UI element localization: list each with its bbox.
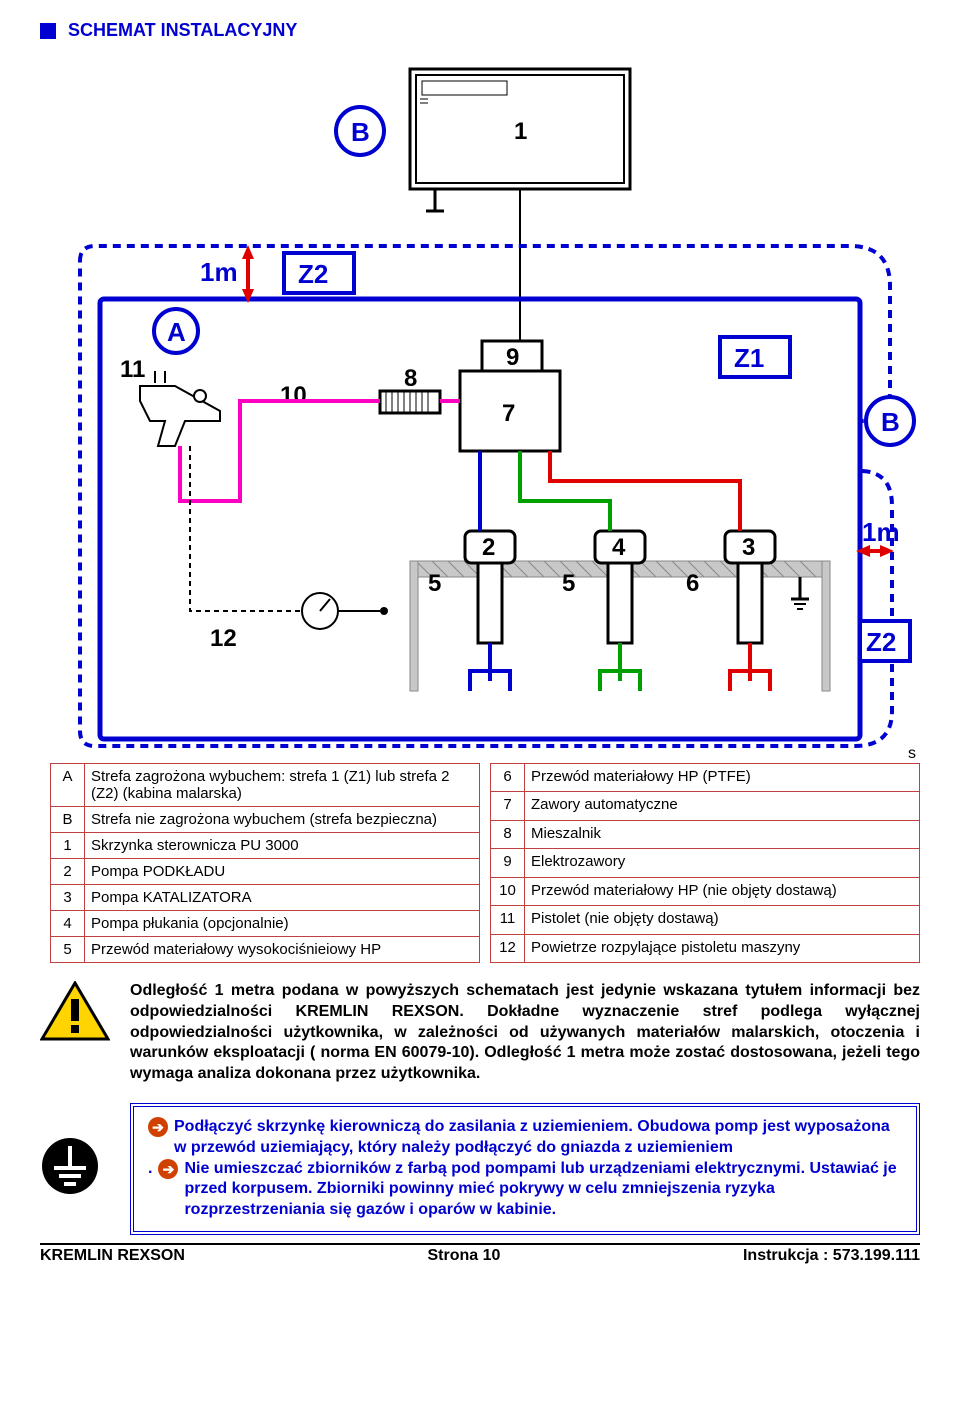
legend-desc: Pompa KATALIZATORA: [85, 885, 480, 911]
label-a: A: [167, 317, 186, 347]
label-12: 12: [210, 625, 237, 652]
label-6: 6: [686, 570, 699, 597]
arrow-bullet-icon: ➔: [148, 1117, 168, 1137]
legend-desc: Przewód materiałowy HP (PTFE): [525, 764, 920, 792]
ground-circle-icon: [40, 1136, 110, 1201]
label-2: 2: [482, 534, 495, 561]
section-header: SCHEMAT INSTALACYJNY: [40, 20, 920, 41]
legend-desc: Strefa zagrożona wybuchem: strefa 1 (Z1)…: [85, 764, 480, 807]
header-bullet-icon: [40, 23, 56, 39]
legend-desc: Powietrze rozpylające pistoletu maszyny: [525, 934, 920, 962]
label-3: 3: [742, 534, 755, 561]
legend-key: 6: [491, 764, 525, 792]
label-5a: 5: [428, 570, 441, 597]
info-box: ➔ Podłączyć skrzynkę kierowniczą do zasi…: [130, 1103, 920, 1235]
footer-right: Instrukcja : 573.199.111: [743, 1247, 920, 1265]
legend-key: 2: [51, 859, 85, 885]
legend-desc: Przewód materiałowy wysokociśnieiowy HP: [85, 937, 480, 963]
legend-table-right: 6Przewód materiałowy HP (PTFE)7Zawory au…: [490, 763, 920, 963]
label-11: 11: [120, 356, 145, 383]
label-10: 10: [280, 382, 307, 409]
legend-key: 5: [51, 937, 85, 963]
label-7: 7: [502, 400, 515, 427]
label-b-right: B: [881, 407, 900, 437]
legend-desc: Mieszalnik: [525, 820, 920, 848]
label-9: 9: [506, 344, 519, 371]
label-8: 8: [404, 365, 417, 392]
legend-table-left: AStrefa zagrożona wybuchem: strefa 1 (Z1…: [50, 763, 480, 963]
legend-key: 3: [51, 885, 85, 911]
legend-key: B: [51, 807, 85, 833]
legend-key: 12: [491, 934, 525, 962]
label-z1: Z1: [734, 343, 764, 373]
footer-center: Strona 10: [427, 1247, 500, 1265]
label-4: 4: [612, 534, 626, 561]
spray-gun-icon: [140, 371, 220, 446]
label-z2-right: Z2: [866, 627, 896, 657]
legend-desc: Przewód materiałowy HP (nie objęty dosta…: [525, 877, 920, 905]
label-1m-top: 1m: [200, 257, 238, 287]
legend-key: 1: [51, 833, 85, 859]
page-footer: KREMLIN REXSON Strona 10 Instrukcja : 57…: [40, 1243, 920, 1265]
header-title: SCHEMAT INSTALACYJNY: [68, 20, 297, 41]
label-1: 1: [514, 118, 527, 145]
legend-desc: Pistolet (nie objęty dostawą): [525, 906, 920, 934]
legend-desc: Pompa PODKŁADU: [85, 859, 480, 885]
footer-left: KREMLIN REXSON: [40, 1247, 185, 1265]
legend-key: 7: [491, 792, 525, 820]
label-b-top: B: [351, 117, 370, 147]
legend-desc: Strefa nie zagrożona wybuchem (strefa be…: [85, 807, 480, 833]
legend-key: A: [51, 764, 85, 807]
warning-triangle-icon: [40, 981, 110, 1048]
legend-key: 11: [491, 906, 525, 934]
legend-key: 9: [491, 849, 525, 877]
legend-tables: s AStrefa zagrożona wybuchem: strefa 1 (…: [40, 763, 920, 963]
info-dot: .: [148, 1159, 152, 1221]
info-text-2: Nie umieszczać zbiorników z farbą pod po…: [184, 1159, 902, 1221]
legend-desc: Pompa płukania (opcjonalnie): [85, 911, 480, 937]
warning-text: Odległość 1 metra podana w powyższych sc…: [130, 981, 920, 1085]
arrow-bullet-icon: ➔: [158, 1159, 178, 1179]
label-z2-top: Z2: [298, 259, 328, 289]
legend-desc: Elektrozawory: [525, 849, 920, 877]
legend-key: 4: [51, 911, 85, 937]
legend-desc: Skrzynka sterownicza PU 3000: [85, 833, 480, 859]
label-5b: 5: [562, 570, 575, 597]
legend-key: 8: [491, 820, 525, 848]
legend-key: 10: [491, 877, 525, 905]
info-text-1: Podłączyć skrzynkę kierowniczą do zasila…: [174, 1117, 902, 1159]
label-1m-right: 1m: [862, 517, 900, 547]
legend-s-char: s: [908, 745, 916, 763]
legend-desc: Zawory automatyczne: [525, 792, 920, 820]
installation-diagram: 1 B 1m Z2 A Z1: [40, 51, 920, 751]
